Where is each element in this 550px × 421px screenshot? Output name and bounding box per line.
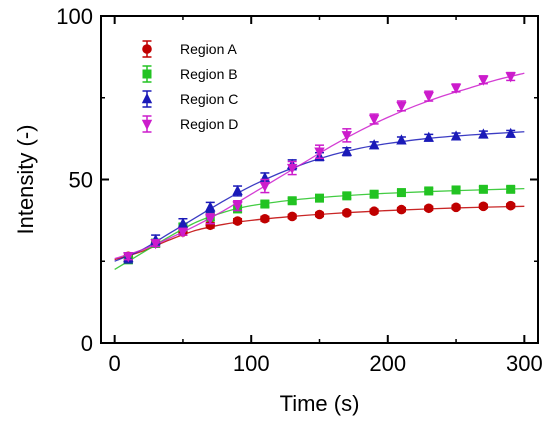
legend-marker	[141, 93, 153, 104]
data-point	[505, 127, 516, 138]
data-point	[505, 200, 516, 211]
fit-curve	[114, 205, 525, 261]
data-point	[341, 145, 353, 156]
legend-marker	[141, 119, 153, 130]
data-point	[478, 128, 489, 139]
data-point	[423, 91, 434, 103]
plot-frame	[100, 15, 539, 344]
data-point	[314, 147, 325, 158]
data-point	[424, 186, 434, 196]
x-tick-label: 100	[233, 351, 270, 376]
data-point	[450, 130, 462, 141]
legend-label: Region A	[180, 41, 237, 57]
data-point	[396, 134, 407, 145]
data-point	[260, 213, 270, 224]
y-tick-label: 50	[69, 168, 93, 193]
data-point	[232, 184, 243, 196]
x-tick-label: 0	[109, 351, 121, 376]
data-point	[396, 188, 406, 198]
legend: Region A Region B Region C Region D	[141, 40, 238, 133]
axis-ticks: 0 100 200 300 0 50 100	[56, 4, 542, 376]
data-point	[478, 201, 489, 212]
data-point	[478, 75, 489, 86]
data-point	[341, 131, 353, 142]
fit-curve	[114, 72, 525, 260]
data-point	[342, 191, 352, 201]
legend-label: Region C	[180, 91, 238, 107]
series-region-b	[114, 184, 525, 270]
legend-marker	[142, 69, 152, 79]
data-point	[205, 220, 216, 231]
data-point	[287, 196, 297, 206]
plot-area	[114, 71, 525, 270]
legend-label: Region B	[180, 66, 238, 82]
data-point	[396, 101, 407, 112]
data-point	[177, 227, 189, 238]
data-point	[232, 216, 243, 226]
data-point	[232, 201, 243, 212]
data-point	[123, 252, 134, 263]
data-point	[205, 214, 216, 225]
series-region-d	[114, 71, 525, 263]
y-tick-label: 100	[56, 4, 93, 29]
series-region-a	[114, 200, 525, 262]
data-point	[150, 239, 161, 250]
data-point	[506, 184, 516, 194]
data-point	[260, 199, 270, 209]
data-point	[315, 193, 324, 203]
x-tick-label: 200	[369, 351, 406, 376]
data-point	[396, 204, 407, 215]
data-point	[177, 217, 189, 228]
data-point	[368, 139, 380, 150]
data-point	[286, 163, 298, 175]
legend-marker	[142, 44, 152, 54]
data-point	[342, 208, 352, 218]
data-point	[259, 181, 271, 193]
x-axis-title: Time (s)	[280, 391, 360, 416]
data-point	[368, 114, 380, 126]
data-point	[314, 209, 325, 220]
data-point	[287, 211, 297, 222]
x-tick-label: 300	[506, 351, 543, 376]
data-point	[369, 189, 379, 199]
data-point	[451, 202, 461, 213]
data-point	[505, 72, 516, 83]
legend-label: Region D	[180, 116, 238, 132]
data-point	[450, 83, 462, 94]
data-point	[423, 203, 434, 214]
data-point	[478, 184, 488, 194]
data-point	[451, 185, 461, 195]
data-point	[369, 206, 379, 217]
data-point	[205, 201, 216, 212]
data-point	[423, 131, 434, 142]
y-axis-title: Intensity (-)	[13, 124, 38, 234]
y-tick-label: 0	[81, 331, 93, 356]
